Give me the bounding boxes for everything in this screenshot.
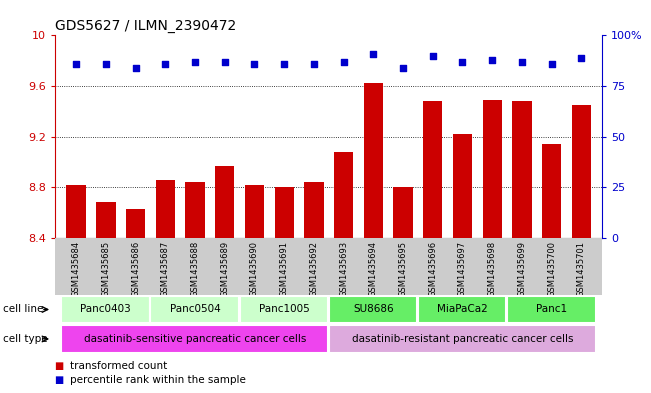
Text: transformed count: transformed count (70, 361, 167, 371)
Bar (512, 101, 532, 238)
Bar (186, 182, 204, 238)
Point (398, 64, 408, 71)
Point (339, 59, 349, 65)
Point (368, 50, 378, 57)
Text: GSM1435688: GSM1435688 (191, 241, 199, 297)
Text: GSM1435701: GSM1435701 (577, 241, 586, 297)
Text: GSM1435691: GSM1435691 (280, 241, 288, 297)
Bar (275, 187, 294, 238)
Text: dasatinib-resistant pancreatic cancer cells: dasatinib-resistant pancreatic cancer ce… (352, 334, 574, 344)
Text: GSM1435689: GSM1435689 (220, 241, 229, 297)
Bar (393, 187, 413, 238)
Point (546, 61, 557, 67)
Point (160, 61, 171, 67)
Text: GSM1435685: GSM1435685 (102, 241, 111, 297)
Point (130, 64, 141, 71)
Bar (55, 238, 602, 295)
Point (71, 61, 81, 67)
Text: GSM1435696: GSM1435696 (428, 241, 437, 297)
Point (101, 61, 111, 67)
Point (309, 61, 319, 67)
Text: cell line: cell line (3, 305, 44, 314)
Bar (542, 144, 561, 238)
Text: GSM1435699: GSM1435699 (518, 241, 527, 297)
Text: GSM1435694: GSM1435694 (369, 241, 378, 297)
Point (457, 59, 467, 65)
Point (517, 59, 527, 65)
Bar (453, 134, 472, 238)
Text: Panc0504: Panc0504 (170, 305, 221, 314)
Text: Panc0403: Panc0403 (81, 305, 132, 314)
Text: Panc1: Panc1 (536, 305, 567, 314)
Text: GSM1435690: GSM1435690 (250, 241, 259, 297)
Point (428, 52, 438, 59)
Text: percentile rank within the sample: percentile rank within the sample (70, 375, 245, 385)
Text: Panc1005: Panc1005 (259, 305, 310, 314)
Bar (61, 296, 150, 323)
Bar (66, 185, 86, 238)
Text: GSM1435692: GSM1435692 (309, 241, 318, 297)
Text: MiaPaCa2: MiaPaCa2 (437, 305, 488, 314)
Text: GSM1435684: GSM1435684 (72, 241, 81, 297)
Bar (329, 325, 596, 353)
Text: GSM1435698: GSM1435698 (488, 241, 497, 297)
Bar (245, 185, 264, 238)
Text: cell type: cell type (3, 334, 48, 344)
Text: GSM1435700: GSM1435700 (547, 241, 556, 297)
Text: GSM1435697: GSM1435697 (458, 241, 467, 297)
Text: GSM1435687: GSM1435687 (161, 241, 170, 297)
Bar (215, 166, 234, 238)
Point (576, 55, 587, 61)
Bar (61, 325, 328, 353)
Bar (329, 296, 417, 323)
Bar (423, 101, 443, 238)
Text: SU8686: SU8686 (353, 305, 394, 314)
Bar (334, 152, 353, 238)
Bar (364, 83, 383, 238)
Bar (418, 296, 506, 323)
Bar (240, 296, 328, 323)
Bar (572, 105, 591, 238)
Point (190, 59, 201, 65)
Text: dasatinib-sensitive pancreatic cancer cells: dasatinib-sensitive pancreatic cancer ce… (84, 334, 306, 344)
Bar (96, 202, 115, 238)
Bar (156, 180, 175, 238)
Point (279, 61, 290, 67)
Bar (507, 296, 596, 323)
Bar (304, 182, 324, 238)
Text: GSM1435695: GSM1435695 (398, 241, 408, 297)
Bar (482, 100, 502, 238)
Bar (126, 209, 145, 238)
Text: GSM1435693: GSM1435693 (339, 241, 348, 297)
Point (249, 61, 260, 67)
Text: GSM1435686: GSM1435686 (131, 241, 140, 297)
Bar (150, 296, 239, 323)
Text: GDS5627 / ILMN_2390472: GDS5627 / ILMN_2390472 (55, 19, 236, 33)
Point (219, 59, 230, 65)
Point (487, 57, 497, 63)
Text: ■: ■ (55, 361, 68, 371)
Text: ■: ■ (55, 375, 68, 385)
